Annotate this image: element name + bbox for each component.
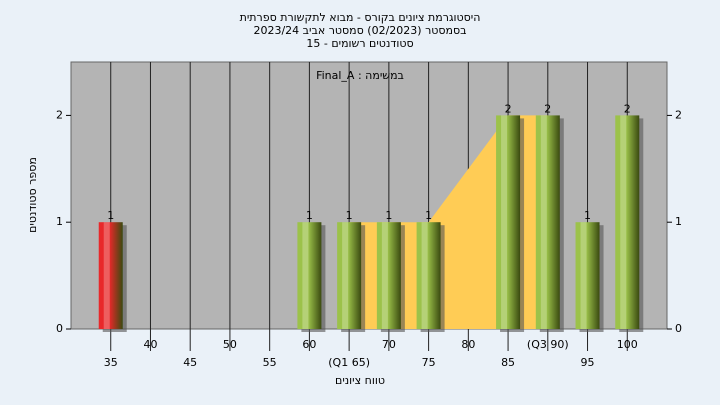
data-label: 2 xyxy=(505,102,512,115)
data-label: 1 xyxy=(425,209,432,222)
x-tick-label: 75 xyxy=(422,356,436,369)
x-axis-label: טווח ציונים xyxy=(335,374,385,387)
data-label: 1 xyxy=(385,209,392,222)
x-tick-label: 40 xyxy=(143,338,157,351)
chart-subtitle: בסמסטר (02/2023) סמסטר אביב 2023/24 xyxy=(253,24,466,37)
bar xyxy=(416,222,441,329)
x-tick-label: (Q3 90) xyxy=(527,338,569,351)
x-tick-label: 50 xyxy=(223,338,237,351)
bar xyxy=(297,222,322,329)
x-tick-label: 60 xyxy=(302,338,316,351)
bar-highlight xyxy=(501,115,508,330)
chart-subtitle: סטודנטים רשומים - 15 xyxy=(306,37,413,50)
bar-highlight xyxy=(103,222,110,329)
bar-highlight xyxy=(302,222,309,329)
y2-tick-label: 1 xyxy=(675,215,682,228)
bar xyxy=(535,115,560,330)
x-tick-label: 100 xyxy=(617,338,638,351)
x-tick-label: 85 xyxy=(501,356,515,369)
bar xyxy=(376,222,401,329)
x-tick-label: 95 xyxy=(581,356,595,369)
data-label: 1 xyxy=(584,209,591,222)
bar-highlight xyxy=(580,222,587,329)
y-axis-label: מספר סטודנטים xyxy=(26,157,39,233)
data-label: 1 xyxy=(346,209,353,222)
bar-highlight xyxy=(620,115,627,330)
data-label: 1 xyxy=(107,209,114,222)
bar xyxy=(615,115,640,330)
bar-highlight xyxy=(421,222,428,329)
bar xyxy=(98,222,123,329)
bar-highlight xyxy=(381,222,388,329)
annotation: במשימה : Final_A xyxy=(316,69,404,82)
y-tick-label: 0 xyxy=(56,322,63,335)
bar xyxy=(575,222,600,329)
bar-highlight xyxy=(342,222,349,329)
x-tick-label: 45 xyxy=(183,356,197,369)
x-tick-label: 35 xyxy=(104,356,118,369)
chart-title: היסטוגרמת ציונים בקורס - מבוא לתקשורת ספ… xyxy=(240,11,481,24)
data-label: 2 xyxy=(544,102,551,115)
y2-tick-label: 0 xyxy=(675,322,682,335)
y-tick-label: 1 xyxy=(56,215,63,228)
y-tick-label: 2 xyxy=(56,108,63,121)
x-tick-label: 55 xyxy=(263,356,277,369)
x-tick-label: (Q1 65) xyxy=(328,356,370,369)
data-label: 2 xyxy=(624,102,631,115)
x-tick-label: 80 xyxy=(461,338,475,351)
x-tick-label: 70 xyxy=(382,338,396,351)
bar-highlight xyxy=(540,115,547,330)
data-label: 1 xyxy=(306,209,313,222)
y2-tick-label: 2 xyxy=(675,108,682,121)
bar xyxy=(496,115,521,330)
bar xyxy=(337,222,362,329)
